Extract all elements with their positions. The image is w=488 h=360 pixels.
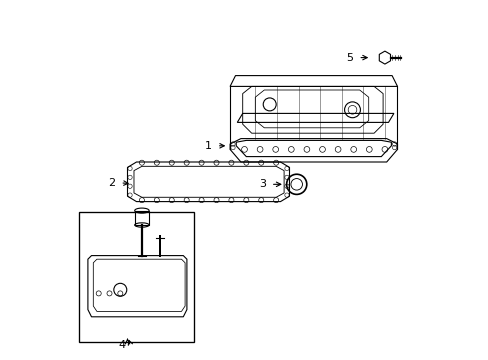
Text: 5: 5 <box>346 53 353 63</box>
Text: 2: 2 <box>108 178 115 188</box>
Bar <box>79 212 194 342</box>
Text: 1: 1 <box>204 141 212 151</box>
Bar <box>134 211 149 225</box>
Text: 4: 4 <box>118 339 125 350</box>
Text: 3: 3 <box>259 179 265 189</box>
